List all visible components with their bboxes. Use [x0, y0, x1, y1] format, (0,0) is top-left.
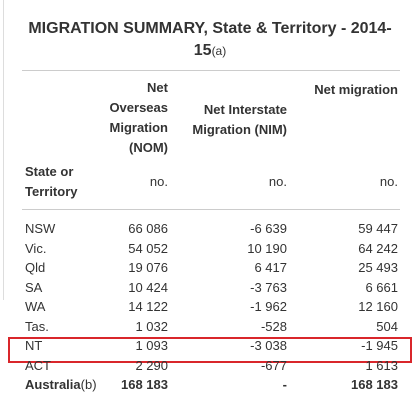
column-header: Net Overseas Migration (NOM): [109, 80, 168, 155]
value-cell: 504: [376, 318, 398, 334]
title-block: MIGRATION SUMMARY, State & Territory - 2…: [20, 18, 400, 62]
state-cell: NT: [25, 338, 43, 353]
state-cell: Tas.: [25, 318, 49, 334]
value-cell: -3 038: [250, 338, 287, 353]
value-cell: -1 945: [361, 338, 398, 353]
value-cell: 168 183: [121, 377, 168, 392]
value-cell: 66 086: [128, 221, 168, 236]
value-cell: 25 493: [358, 260, 398, 275]
state-cell: Australia(b): [25, 377, 97, 392]
value-cell: 19 076: [128, 260, 168, 275]
value-cell: 6 661: [365, 279, 398, 295]
value-cell: 59 447: [358, 221, 398, 236]
value-cell: 1 613: [365, 357, 398, 373]
value-cell: 168 183: [351, 377, 398, 392]
left-rule: [3, 0, 4, 300]
value-cell: 64 242: [358, 240, 398, 256]
value-cell: 1 032: [135, 318, 168, 334]
state-cell: Vic.: [25, 240, 47, 256]
highlight-box: [8, 337, 412, 363]
unit: no.: [149, 174, 168, 189]
value-cell: -6 639: [250, 221, 287, 236]
column-header: State or Territory: [25, 164, 78, 199]
state-cell: Qld: [25, 260, 46, 275]
value-cell: -528: [260, 318, 287, 334]
value-cell: -: [282, 377, 287, 392]
unit: no.: [268, 174, 287, 189]
value-cell: 10 190: [247, 240, 287, 256]
column-header: Net migration: [314, 82, 398, 97]
state-cell: NSW: [25, 221, 56, 236]
rule: [22, 70, 400, 71]
value-cell: -1 962: [250, 299, 287, 314]
column-header: Net Interstate Migration (NIM): [192, 102, 287, 137]
value-cell: 10 424: [128, 279, 168, 295]
value-cell: 54 052: [128, 240, 168, 256]
value-cell: 14 122: [128, 299, 168, 314]
row-note: (b): [80, 377, 97, 392]
title: MIGRATION SUMMARY, State & Territory - 2…: [28, 20, 392, 59]
value-cell: -677: [260, 357, 287, 373]
unit: no.: [379, 174, 398, 189]
value-cell: -3 763: [250, 279, 287, 295]
state-cell: WA: [25, 299, 46, 314]
value-cell: 12 160: [358, 299, 398, 314]
rule: [22, 209, 400, 210]
value-cell: 6 417: [254, 260, 287, 275]
value-cell: 2 290: [135, 357, 168, 373]
state-cell: SA: [25, 279, 43, 295]
title-note: (a): [211, 44, 227, 58]
state-cell: ACT: [25, 357, 51, 373]
value-cell: 1 093: [135, 338, 168, 353]
